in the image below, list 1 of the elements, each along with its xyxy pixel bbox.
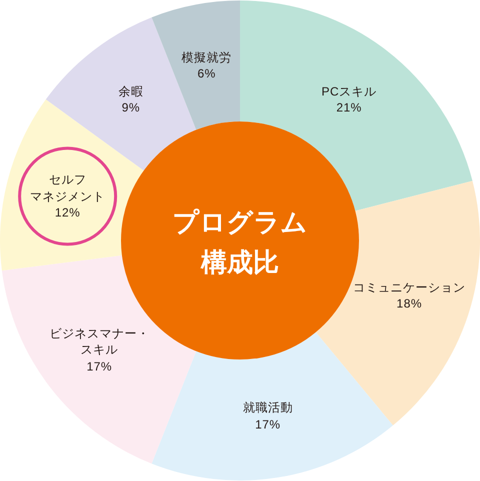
title: プログラム構成比 (172, 206, 308, 278)
